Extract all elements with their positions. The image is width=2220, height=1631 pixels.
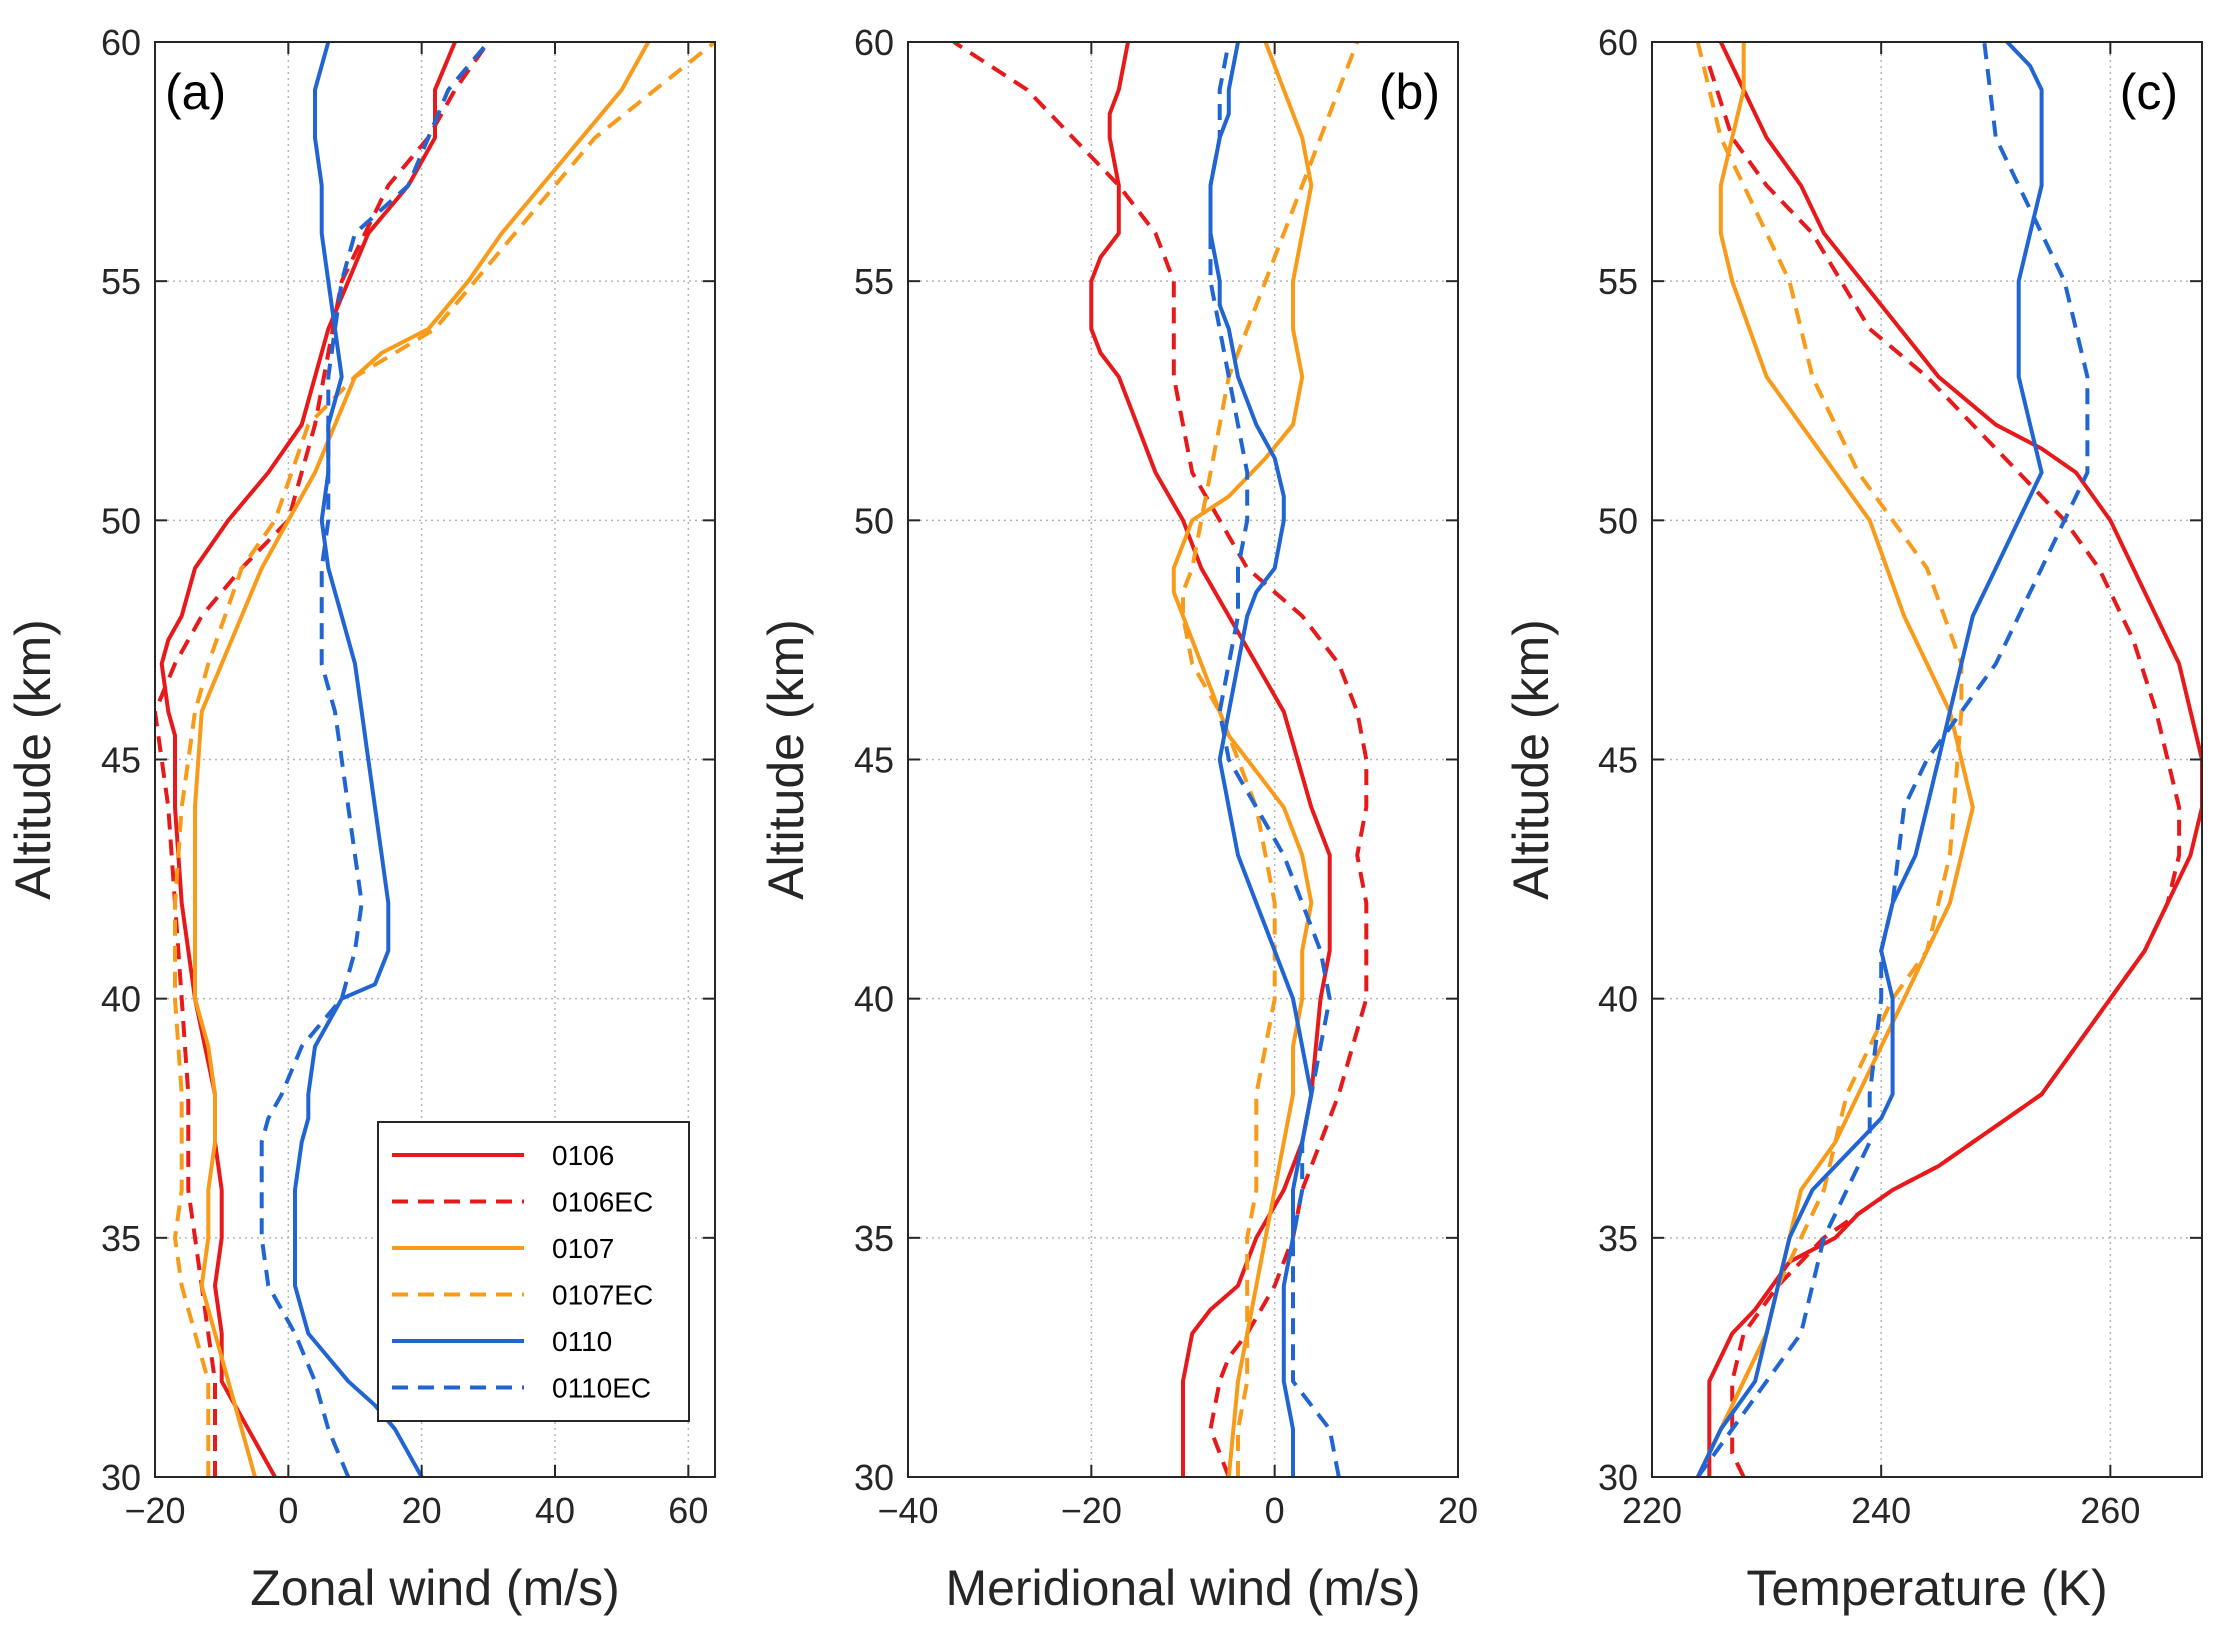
y-tick-label: 55	[1598, 261, 1638, 302]
y-tick-label: 50	[1598, 500, 1638, 541]
series-line-0110	[293, 42, 424, 1477]
x-axis-label: Temperature (K)	[1746, 1560, 2107, 1616]
y-tick-label: 50	[854, 500, 894, 541]
panel-label: (b)	[1379, 64, 1440, 120]
y-tick-label: 30	[101, 1457, 141, 1498]
series-line-0110	[1208, 42, 1314, 1477]
x-tick-label: 260	[2080, 1490, 2140, 1531]
legend-box	[377, 1121, 690, 1422]
y-tick-label: 35	[1598, 1218, 1638, 1259]
panel-1: −20 0 20 40 60 30 35 40 45 50 55 60 Zonal wind (m/s)…	[5, 22, 716, 1616]
y-tick-label: 50	[101, 500, 141, 541]
y-tick-label: 60	[101, 22, 141, 63]
y-axis-label: Altitude (km)	[758, 619, 814, 900]
x-tick-label: 0	[278, 1490, 298, 1531]
x-tick-label: 240	[1851, 1490, 1911, 1531]
series-line-0107EC	[1695, 42, 1964, 1477]
y-tick-label: 35	[101, 1218, 141, 1259]
y-tick-label: 35	[854, 1218, 894, 1259]
series-group	[155, 42, 715, 1477]
y-tick-label: 45	[101, 740, 141, 781]
legend-label-0106: 0106	[552, 1140, 614, 1171]
x-axis-label: Meridional wind (m/s)	[945, 1560, 1420, 1616]
series-line-0107EC	[173, 42, 715, 1477]
x-tick-label: −20	[1061, 1490, 1122, 1531]
x-tick-label: 20	[1438, 1490, 1478, 1531]
series-line-0106EC	[155, 42, 490, 1477]
y-tick-label: 45	[1598, 740, 1638, 781]
panel-label: (a)	[165, 64, 226, 120]
x-tick-label: 40	[535, 1490, 575, 1531]
y-tick-label: 55	[854, 261, 894, 302]
series-group	[1695, 42, 2202, 1477]
legend-label-0107EC: 0107EC	[552, 1280, 653, 1311]
series-line-0107EC	[1181, 42, 1360, 1477]
y-tick-label: 30	[854, 1457, 894, 1498]
panel-3: 220 240 260 30 35 40 45 50 55 60 Temperature (K) Al…	[1503, 22, 2203, 1616]
series-line-0110	[1695, 42, 2044, 1477]
x-tick-label: 20	[402, 1490, 442, 1531]
y-tick-label: 30	[1598, 1457, 1638, 1498]
y-axis-label: Altitude (km)	[1503, 619, 1559, 900]
panel-label: (c)	[2120, 64, 2178, 120]
plot-area	[1652, 42, 2202, 1477]
y-axis-label: Altitude (km)	[5, 619, 61, 900]
y-tick-label: 40	[854, 979, 894, 1020]
y-tick-label: 40	[101, 979, 141, 1020]
panel-2: −40 −20 0 20 30 35 40 45 50 55 60 Meridional wind (…	[758, 22, 1478, 1616]
legend-label-0110: 0110	[552, 1326, 612, 1357]
y-tick-label: 40	[1598, 979, 1638, 1020]
legend-label-0110EC: 0110EC	[552, 1373, 651, 1404]
y-tick-label: 55	[101, 261, 141, 302]
plot-area	[908, 42, 1458, 1477]
x-tick-label: 220	[1622, 1490, 1682, 1531]
x-tick-label: 60	[668, 1490, 708, 1531]
x-tick-label: −40	[877, 1490, 938, 1531]
x-tick-label: 0	[1265, 1490, 1285, 1531]
series-line-0106EC	[1707, 65, 2182, 1477]
series-line-0106EC	[952, 42, 1369, 1477]
y-tick-label: 60	[1598, 22, 1638, 63]
legend: 0106 0106EC 0107 0107EC 0110 0110EC	[377, 1121, 690, 1422]
legend-label-0107: 0107	[552, 1233, 614, 1264]
series-line-0110EC	[1696, 42, 2090, 1477]
x-tick-label: −20	[124, 1490, 185, 1531]
series-group	[952, 42, 1369, 1477]
y-tick-label: 60	[854, 22, 894, 63]
legend-label-0106EC: 0106EC	[552, 1187, 653, 1218]
series-line-0110EC	[1208, 42, 1341, 1477]
series-line-0110EC	[259, 42, 490, 1477]
y-tick-label: 45	[854, 740, 894, 781]
series-line-0107	[193, 42, 651, 1477]
x-axis-label: Zonal wind (m/s)	[250, 1560, 620, 1616]
